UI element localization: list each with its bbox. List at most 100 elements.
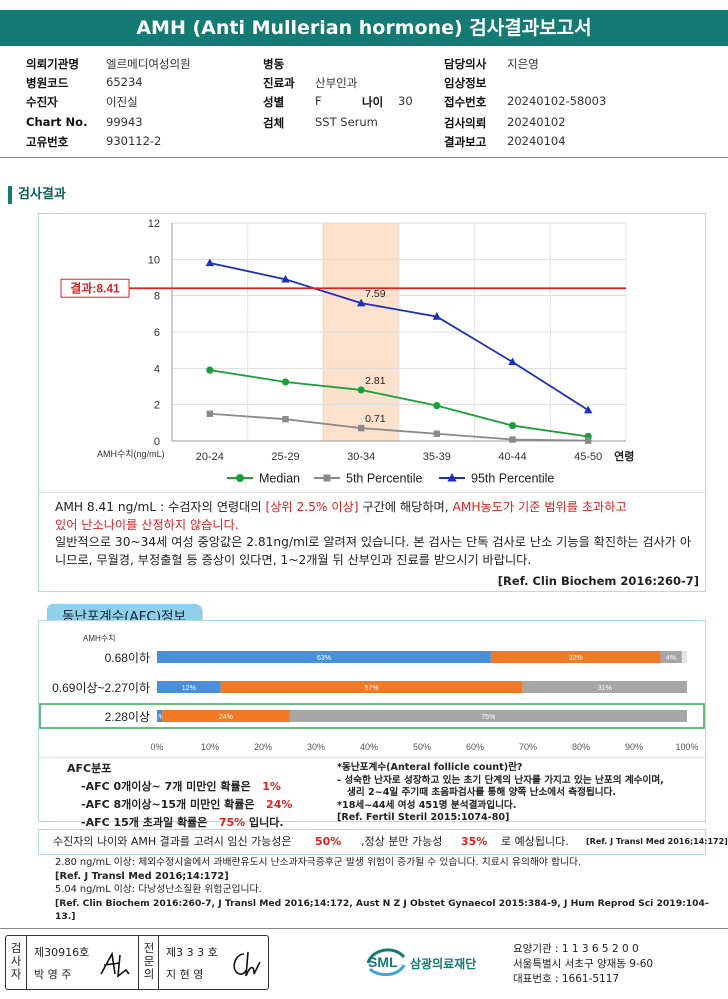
chart-no-label: Chart No. [26,115,88,129]
report-title: AMH (Anti Mullerian hormone) 검사결과보고서 [0,10,728,46]
age-label: 나이 [362,95,384,109]
y-tick-label: 0 [154,436,160,448]
chart-no-value: 99943 [106,115,143,129]
summary-ref: [Ref. J Transl Med 2016;14:172] [586,837,728,846]
x-tick-label: 30-34 [347,451,375,463]
org-name: 삼광의료재단 [410,957,477,971]
result-date-label: 결과보고 [444,135,487,149]
afc-x-tick-label: 70% [519,742,537,752]
result-label-box [60,278,130,298]
y-tick-label: 6 [154,327,160,339]
notes: 2.80 ng/mL 이상: 체외수정시술에서 과배란유도시 난소과자극증후군 … [55,856,715,924]
data-point [583,405,593,414]
afc-bar-segment [157,651,491,663]
data-point [433,401,441,410]
afc-row-label: 0.69이상~2.27이하 [52,681,150,695]
afc-bar-segment [157,710,163,722]
data-point [281,378,290,386]
afc-definition: *동난포계수(Anteral follicle count)란? - 성숙한 난… [337,762,664,825]
afc-dist-pct: 1% [262,780,281,793]
x-tick-label: 45-50 [574,451,602,463]
afc-dist-text: -AFC 8개이상~15개 미만인 확률은 [81,798,255,811]
afc-def-title: *동난포계수(Anteral follicle count)란? [337,762,523,773]
afc-x-tick-label: 50% [413,742,431,752]
data-point [282,416,289,423]
x-tick-label: 40-44 [498,451,526,463]
org-address: 서울특별시 서초구 양재동 9-60 [513,958,654,970]
afc-segment-label: 57% [365,685,379,692]
afc-x-tick-label: 80% [572,742,590,752]
afc-dist-text: -AFC 15개 초과일 확률은 [81,816,208,829]
note-pcos: 5.04 ng/mL 이상: 다낭성난소질환 위험군입니다. [55,884,262,896]
afc-distribution: AFC분포 -AFC 0개이상~ 7개 미만인 확률은 1% -AFC 8개이상… [67,760,292,832]
patient-info: 의뢰기관명 엘르메디여성의원 병원코드 65234 수진자 이진실 Chart … [0,54,728,150]
result-label: 결과:8.41 [70,281,120,296]
specialist-label: 전문의 [143,941,155,981]
receipt-label: 접수번호 [444,95,487,109]
inspector-label: 검사자 [10,941,22,981]
data-point [357,424,365,432]
afc-bar-segment [162,710,290,722]
series-line-0 [209,369,589,438]
x-tick-label: 35-39 [423,451,451,463]
data-point [508,357,517,366]
data-point [206,366,214,374]
afc-bar-segment [522,681,687,693]
note-ohss-ref: [Ref. J Transl Med 2016;14:172] [55,870,229,882]
summary-birth-pct: 35% [461,835,488,848]
result-date-value: 20240104 [507,134,566,148]
afc-x-tick-label: 40% [360,742,378,752]
y-tick-label: 8 [154,291,160,303]
afc-stacked-bar-chart: AMH수치 0.68이하 63% 32% 4% 0.69이상~2.27이하 12% 57% 31… [39,634,705,752]
afc-dist-pct: 75% [218,816,246,829]
request-label: 검사의뢰 [444,116,487,130]
receipt-value: 20240102-58003 [507,94,607,108]
series-line-1 [209,412,589,442]
afc-x-tick-label: 60% [466,742,484,752]
org-phone: 대표번호 : 1661-5117 [513,973,620,985]
interp-warning: AMH농도가 기준 범위를 초과하고 [452,500,627,514]
data-point [356,298,366,307]
patient-label: 수진자 [26,95,58,109]
interp-paragraph: 일반적으로 30~34세 여성 중앙값은 2.81ng/ml로 알려져 있습니다… [55,535,692,567]
afc-bar-segment [289,710,687,722]
sml-logo-text: SML [368,954,398,970]
afc-dist-pct: 24% [266,798,293,811]
summary-box: 수진자의 나이와 AMH 결과를 고려시 임신 가능성은 50% ,정상 분만 … [38,829,728,855]
institution-label: 의뢰기관명 [26,57,79,71]
specimen-value: SST Serum [315,115,378,129]
inspector-label-cell: 검사자 [6,936,27,989]
afc-row-label: 0.68이하 [105,651,150,665]
doctor-value: 지은영 [507,57,539,71]
afc-amh-label: AMH수치 [83,634,116,643]
y-tick-label: 4 [154,363,160,375]
care-no: 요양기관 : 1 1 3 6 5 2 0 0 [513,943,639,955]
afc-x-tick-label: 30% [307,742,325,752]
amh-line-chart: 0 2 4 6 8 10 12 20-24 25-29 30-34 35-39 40-44 45-50 연… [60,218,634,486]
hospital-code-value: 65234 [106,75,143,89]
afc-segment-label: 63% [317,655,331,662]
info-divider [0,157,728,158]
data-point [508,421,517,430]
afc-x-tick-label: 10% [201,742,219,752]
inspector-license-no: 제30916호 [34,946,90,959]
afc-x-tick-label: 90% [625,742,643,752]
legend-label: Median [259,472,300,486]
afc-def-line2: 생리 2~4일 주기때 초음파검사를 통해 양쪽 난소에서 측정됩니다. [347,787,617,799]
afc-row-label: 2.28이상 [105,710,150,724]
data-point [206,410,214,417]
specimen-label: 검체 [263,116,285,130]
afc-segment-label: 4% [666,655,676,662]
afc-segment-label: 32% [569,655,583,662]
afc-dist-title: AFC분포 [67,762,112,775]
data-point [281,274,290,283]
interpretation-ref: [Ref. Clin Biochem 2016:260-7] [497,574,699,588]
y-tick-label: 10 [148,254,160,266]
afc-bar-segment [490,651,661,663]
results-section-title: 검사결과 [8,186,66,204]
afc-bar-segment [660,651,682,663]
legend-marker [447,473,457,482]
doctor-label: 담당의사 [444,57,487,71]
data-label: 0.71 [365,413,386,425]
hospital-code-label: 병원코드 [26,76,69,90]
